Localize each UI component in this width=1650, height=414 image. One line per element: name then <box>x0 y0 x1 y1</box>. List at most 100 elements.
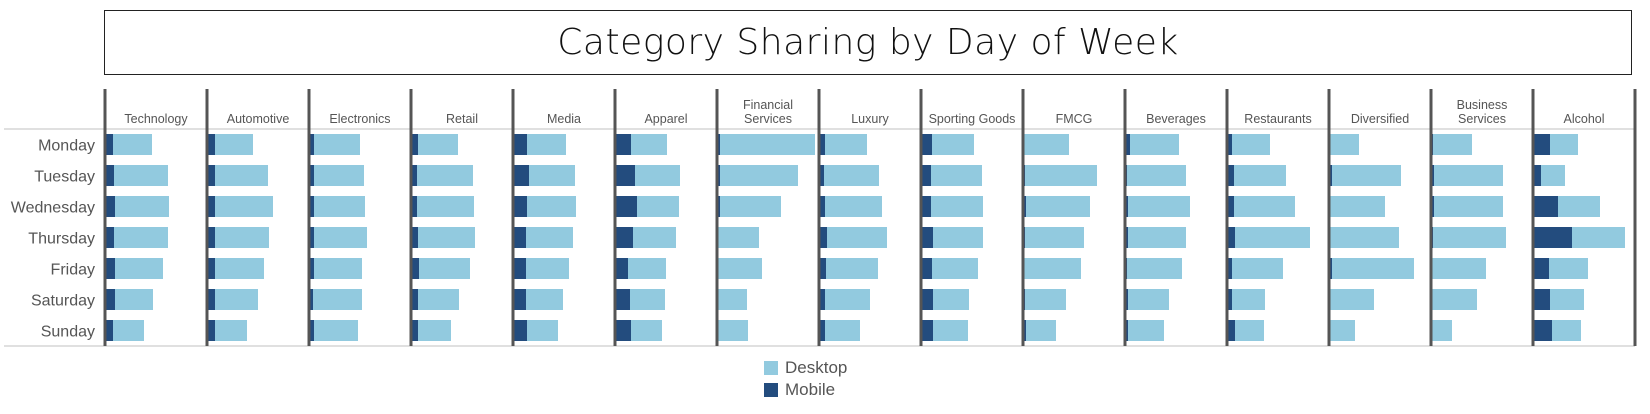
bar-desktop-beverages-saturday <box>1128 289 1169 310</box>
bar-mobile-electronics-friday <box>310 258 314 279</box>
bar-desktop-restaurants-friday <box>1232 258 1283 279</box>
bar-mobile-electronics-monday <box>310 134 314 155</box>
bar-mobile-electronics-thursday <box>310 227 314 248</box>
bar-mobile-technology-thursday <box>106 227 114 248</box>
bar-mobile-technology-sunday <box>106 320 113 341</box>
panel-header-restaurants: Restaurants <box>1244 112 1311 126</box>
bar-desktop-financial-services-monday <box>720 134 815 155</box>
bar-mobile-restaurants-saturday <box>1228 289 1232 310</box>
panel-header-automotive: Automotive <box>227 112 290 126</box>
bar-desktop-automotive-wednesday <box>215 196 273 217</box>
bar-mobile-sporting-goods-wednesday <box>922 196 931 217</box>
bar-mobile-restaurants-wednesday <box>1228 196 1234 217</box>
bar-mobile-media-thursday <box>514 227 526 248</box>
bar-mobile-retail-wednesday <box>412 196 417 217</box>
bar-desktop-sporting-goods-thursday <box>933 227 983 248</box>
bar-desktop-retail-tuesday <box>417 165 473 186</box>
bar-desktop-automotive-monday <box>215 134 253 155</box>
bar-mobile-alcohol-wednesday <box>1534 196 1558 217</box>
bar-mobile-restaurants-sunday <box>1228 320 1235 341</box>
bar-desktop-beverages-thursday <box>1128 227 1186 248</box>
bar-mobile-sporting-goods-tuesday <box>922 165 931 186</box>
bar-mobile-diversified-friday <box>1330 258 1332 279</box>
bar-desktop-luxury-friday <box>826 258 878 279</box>
bar-desktop-media-wednesday <box>527 196 576 217</box>
bar-mobile-automotive-thursday <box>208 227 215 248</box>
bar-mobile-luxury-friday <box>820 258 826 279</box>
panel-header-diversified: Diversified <box>1351 112 1409 126</box>
bar-desktop-apparel-monday <box>631 134 667 155</box>
bar-desktop-retail-friday <box>419 258 470 279</box>
bar-desktop-electronics-saturday <box>313 289 362 310</box>
bar-desktop-media-saturday <box>526 289 563 310</box>
bar-mobile-electronics-tuesday <box>310 165 314 186</box>
bar-desktop-sporting-goods-tuesday <box>931 165 982 186</box>
bar-mobile-retail-tuesday <box>412 165 417 186</box>
panel-header-alcohol: Alcohol <box>1564 112 1605 126</box>
bar-mobile-apparel-thursday <box>616 227 633 248</box>
legend-item-desktop[interactable]: Desktop <box>764 357 847 379</box>
bar-mobile-sporting-goods-sunday <box>922 320 933 341</box>
bar-desktop-business-services-sunday <box>1432 320 1452 341</box>
bar-mobile-alcohol-saturday <box>1534 289 1550 310</box>
bar-desktop-business-services-friday <box>1432 258 1486 279</box>
bar-mobile-technology-monday <box>106 134 113 155</box>
panel-header-business-services: Services <box>1458 112 1506 126</box>
bar-desktop-alcohol-friday <box>1549 258 1588 279</box>
bar-desktop-restaurants-saturday <box>1232 289 1265 310</box>
bar-mobile-financial-services-tuesday <box>718 165 720 186</box>
bar-desktop-automotive-saturday <box>215 289 258 310</box>
bar-mobile-technology-wednesday <box>106 196 115 217</box>
bar-desktop-retail-monday <box>418 134 458 155</box>
bar-mobile-media-tuesday <box>514 165 529 186</box>
bar-mobile-sporting-goods-monday <box>922 134 932 155</box>
bar-mobile-electronics-wednesday <box>310 196 314 217</box>
bar-desktop-beverages-sunday <box>1128 320 1164 341</box>
bar-desktop-restaurants-sunday <box>1235 320 1264 341</box>
bar-mobile-technology-friday <box>106 258 115 279</box>
bar-desktop-retail-thursday <box>418 227 475 248</box>
bar-desktop-restaurants-wednesday <box>1234 196 1295 217</box>
panel-header-media: Media <box>547 112 581 126</box>
bar-mobile-alcohol-sunday <box>1534 320 1552 341</box>
day-label-friday: Friday <box>51 262 95 279</box>
bar-desktop-technology-tuesday <box>114 165 168 186</box>
day-label-sunday: Sunday <box>41 324 95 341</box>
bar-desktop-business-services-wednesday <box>1434 196 1503 217</box>
bar-mobile-beverages-monday <box>1126 134 1130 155</box>
bar-desktop-electronics-thursday <box>314 227 367 248</box>
bar-mobile-luxury-saturday <box>820 289 825 310</box>
bar-desktop-luxury-tuesday <box>824 165 879 186</box>
bar-mobile-media-saturday <box>514 289 526 310</box>
bar-desktop-sporting-goods-sunday <box>933 320 968 341</box>
day-label-thursday: Thursday <box>28 231 95 248</box>
bar-mobile-sporting-goods-thursday <box>922 227 933 248</box>
bar-mobile-luxury-wednesday <box>820 196 825 217</box>
bar-mobile-alcohol-monday <box>1534 134 1550 155</box>
bar-desktop-automotive-tuesday <box>215 165 268 186</box>
bar-mobile-luxury-monday <box>820 134 825 155</box>
bar-desktop-diversified-monday <box>1330 134 1359 155</box>
bar-desktop-technology-sunday <box>113 320 144 341</box>
bar-desktop-apparel-sunday <box>631 320 662 341</box>
day-label-monday: Monday <box>38 138 95 155</box>
bar-desktop-fmcg-friday <box>1024 258 1081 279</box>
bar-desktop-automotive-sunday <box>215 320 247 341</box>
bar-desktop-financial-services-tuesday <box>720 165 798 186</box>
bar-desktop-fmcg-saturday <box>1025 289 1066 310</box>
bar-desktop-retail-sunday <box>418 320 451 341</box>
bar-desktop-luxury-wednesday <box>825 196 882 217</box>
bar-mobile-media-sunday <box>514 320 527 341</box>
bar-desktop-fmcg-thursday <box>1025 227 1084 248</box>
bar-desktop-beverages-wednesday <box>1128 196 1190 217</box>
bar-mobile-technology-saturday <box>106 289 115 310</box>
bar-desktop-automotive-thursday <box>215 227 269 248</box>
bar-desktop-financial-services-wednesday <box>720 196 781 217</box>
legend-item-mobile[interactable]: Mobile <box>764 379 847 401</box>
panel-header-electronics: Electronics <box>329 112 390 126</box>
bar-mobile-beverages-wednesday <box>1126 196 1128 217</box>
bar-desktop-diversified-thursday <box>1330 227 1399 248</box>
bar-desktop-restaurants-monday <box>1232 134 1270 155</box>
bar-desktop-electronics-monday <box>314 134 360 155</box>
